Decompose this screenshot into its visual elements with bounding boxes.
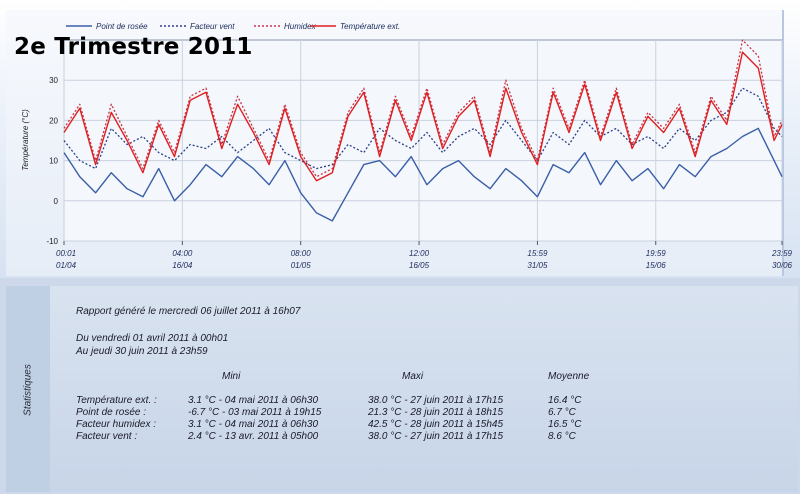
legend-label: Point de rosée [96,22,148,31]
statistics-panel [6,286,798,492]
x-tick-date-label: 01/04 [56,261,77,270]
chart: -10 0 10 20 30 00:01 01/04 04:00 16/04 08:00 01/05… [21,22,793,270]
row-label: Température ext. : [76,395,157,406]
row-avg: 16.5 °C [548,419,582,430]
series-line [63,51,783,182]
period-from-line: Du vendredi 01 avril 2011 à 00h01 [76,333,229,344]
report-generated-line: Rapport généré le mercredi 06 juillet 20… [76,306,301,317]
x-tick-label: 08:00 [291,249,312,258]
series-line [63,127,783,222]
row-max: 38.0 °C - 27 juin 2011 à 17h15 [368,431,504,442]
y-tick-label: 20 [49,116,58,125]
y-tick-label: 10 [49,157,58,166]
row-min: -6.7 °C - 03 mai 2011 à 19h15 [188,407,322,418]
series-line [63,87,783,170]
row-max: 21.3 °C - 28 juin 2011 à 18h15 [368,407,504,418]
row-max: 38.0 °C - 27 juin 2011 à 17h15 [368,395,504,406]
row-min: 3.1 °C - 04 mai 2011 à 06h30 [188,419,319,430]
y-tick-label: 0 [54,197,59,206]
column-header-avg: Moyenne [548,371,590,382]
plot-area [63,39,783,242]
y-tick-label: -10 [46,237,58,246]
row-min: 3.1 °C - 04 mai 2011 à 06h30 [188,395,319,406]
period-to-line: Au jeudi 30 juin 2011 à 23h59 [76,346,208,357]
legend-label: Température ext. [340,22,400,31]
x-tick-date-label: 15/06 [646,261,667,270]
legend-label: Facteur vent [190,22,235,31]
x-tick-label: 04:00 [172,249,193,258]
row-label: Facteur humidex : [76,419,157,430]
x-tick-date-label: 16/05 [409,261,430,270]
y-tick-label: 30 [49,76,58,85]
row-avg: 8.6 °C [548,431,576,442]
row-label: Facteur vent : [76,431,138,442]
x-tick-date-label: 30/06 [772,261,793,270]
x-tick-label: 23:59 [771,249,793,258]
row-max: 42.5 °C - 28 juin 2011 à 15h45 [368,419,504,430]
x-tick-date-label: 16/04 [172,261,193,270]
statistics-side-label: Statistiques [22,364,34,416]
column-header-max: Maxi [402,371,424,382]
x-tick-date-label: 01/05 [291,261,312,270]
y-axis-label: Température (°C) [21,109,30,171]
statistics-sidebar [6,286,50,492]
x-tick-label: 19:59 [646,249,667,258]
column-header-min: Mini [222,371,241,382]
row-avg: 6.7 °C [548,407,576,418]
page-headline: 2e Trimestre 2011 [14,34,253,60]
row-avg: 16.4 °C [548,395,582,406]
x-tick-date-label: 31/05 [527,261,548,270]
row-min: 2.4 °C - 13 avr. 2011 à 05h00 [188,431,319,442]
legend-label: Humidex [284,22,317,31]
x-tick-label: 12:00 [409,249,430,258]
x-tick-label: 15:59 [527,249,548,258]
row-label: Point de rosée : [76,407,147,418]
x-tick-label: 00:01 [56,249,76,258]
